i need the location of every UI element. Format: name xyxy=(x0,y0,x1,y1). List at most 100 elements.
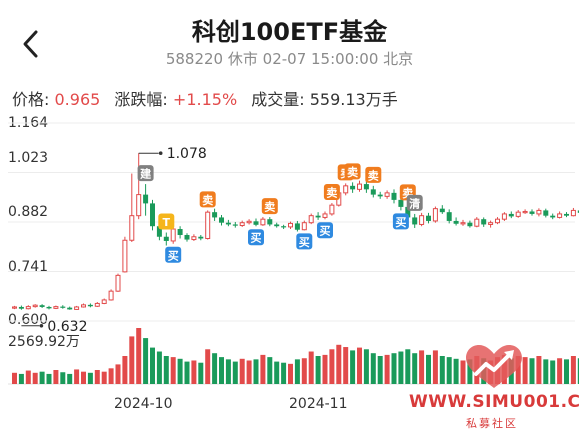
candle-body xyxy=(384,192,390,197)
candle-body xyxy=(301,222,307,231)
trade-marker-sell xyxy=(323,184,340,201)
trade-marker-buy xyxy=(165,246,182,263)
trade-marker-label: 卖 xyxy=(202,193,213,207)
x-tick-label: 2024-11 xyxy=(289,396,348,412)
market-status: 休市 xyxy=(227,50,258,68)
volume-bar xyxy=(446,357,452,384)
volume-bar xyxy=(25,370,31,384)
candle-body xyxy=(391,192,397,200)
candle-body xyxy=(253,221,259,225)
candle-body xyxy=(315,215,321,218)
candle-body xyxy=(274,224,280,227)
candle-body xyxy=(343,185,349,194)
volume-bar xyxy=(363,349,369,384)
candle-body xyxy=(163,236,169,241)
trade-marker-sell xyxy=(365,166,382,183)
candle-body xyxy=(260,218,266,226)
trade-marker-label: 买 xyxy=(299,236,310,249)
candle-body xyxy=(156,226,162,237)
trade-marker-label: 卖 xyxy=(264,200,275,214)
volume-bar xyxy=(336,344,342,384)
fund-code: 588220 xyxy=(165,50,224,68)
candle-body xyxy=(329,204,335,215)
trade-marker-sell xyxy=(199,191,216,208)
volume-bar xyxy=(53,370,59,384)
y-tick-label: 0.600 xyxy=(8,312,49,328)
candle-body xyxy=(281,226,287,228)
volume-bar xyxy=(377,356,383,384)
candle-body xyxy=(115,274,121,292)
price-value: 0.965 xyxy=(54,90,101,109)
max-price-label: 1.078 xyxy=(167,146,207,162)
candle-body xyxy=(536,209,542,215)
candle-body xyxy=(232,224,238,226)
trade-marker-buy xyxy=(392,213,409,230)
candle-body xyxy=(288,222,293,228)
volume-bar xyxy=(32,372,38,384)
change-value: +1.15% xyxy=(172,90,238,109)
volume-bar xyxy=(94,370,100,384)
candle-body xyxy=(529,211,535,214)
volume-bar xyxy=(246,360,252,384)
candle-body xyxy=(267,219,273,225)
volume-bar xyxy=(219,357,224,384)
candle-body xyxy=(570,209,576,217)
candle-body xyxy=(12,306,17,309)
candle-body xyxy=(46,306,52,309)
price-label: 价格: xyxy=(12,90,50,109)
volume-bar xyxy=(101,371,107,384)
volume-bar xyxy=(543,359,549,384)
candle-body xyxy=(205,211,211,239)
volume-bar xyxy=(115,364,121,384)
candle-body xyxy=(294,223,300,230)
candle-body xyxy=(32,304,38,308)
trade-marker-t xyxy=(158,213,175,230)
volume-bar xyxy=(343,347,349,384)
volume-bar xyxy=(557,358,563,384)
volume-bar xyxy=(184,361,190,384)
candle-body xyxy=(170,228,176,242)
quote-bar: 价格: 0.965 涨跌幅: +1.15% 成交量: 559.13万手 xyxy=(12,86,398,110)
volume-bar xyxy=(439,356,445,384)
trade-marker-sell xyxy=(344,163,361,180)
volume-bar xyxy=(453,358,459,384)
fund-subtitle: 588220 休市 02-07 15:00:00 北京 xyxy=(0,48,579,69)
volume-bar xyxy=(329,349,335,384)
trade-marker-label: 卖 xyxy=(326,186,337,200)
volume-bar xyxy=(177,358,183,384)
trade-marker-buy xyxy=(317,222,333,239)
candle-body xyxy=(557,213,563,218)
volume-bar xyxy=(370,353,376,384)
candle-body xyxy=(101,299,107,304)
candle-body xyxy=(225,222,231,225)
volume-bar xyxy=(81,371,86,384)
trade-marker-buy xyxy=(296,233,313,250)
candle-body xyxy=(439,208,445,213)
candle-body xyxy=(87,304,93,307)
candle-body xyxy=(577,210,579,213)
candle-body xyxy=(239,222,245,227)
volume-bar xyxy=(170,357,176,384)
volume-max-label: 2569.92万 xyxy=(8,334,80,350)
volume-bar xyxy=(274,361,280,384)
volume-bar xyxy=(267,357,273,384)
candle-body xyxy=(129,215,135,241)
x-tick-label: 2024-10 xyxy=(114,396,173,412)
volume-bar xyxy=(301,358,307,384)
back-arrow-icon[interactable] xyxy=(14,26,48,62)
volume-bar xyxy=(122,356,128,384)
trade-marker-label: 买 xyxy=(168,249,179,262)
volume-bar xyxy=(60,372,66,384)
y-tick-label: 1.023 xyxy=(8,150,49,166)
volume-bar xyxy=(515,356,521,384)
candle-body xyxy=(191,236,197,241)
candle-body xyxy=(350,185,356,190)
volume-bar xyxy=(577,358,579,384)
trade-marker-label: 卖 xyxy=(368,168,379,182)
trade-marker-build xyxy=(137,165,154,182)
volume-bar xyxy=(129,336,135,384)
candle-body xyxy=(81,304,86,308)
simu-logo-icon xyxy=(466,345,522,388)
candle-body xyxy=(322,213,328,218)
volume-bar xyxy=(150,347,155,384)
